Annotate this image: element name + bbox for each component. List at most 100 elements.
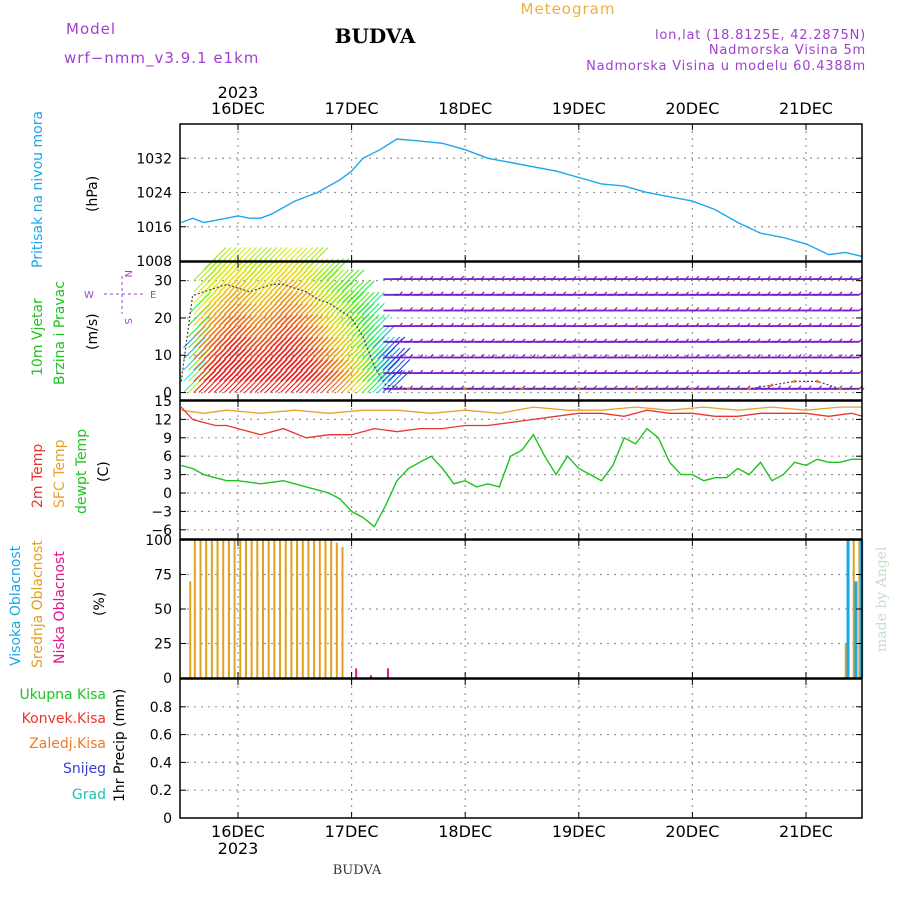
precip-legend-snow: Snijeg	[63, 761, 106, 777]
wind-barb	[280, 291, 303, 315]
wind-barb	[259, 325, 283, 349]
precip-legend-hail: Grad	[72, 787, 106, 803]
wind-barb	[218, 325, 242, 349]
wind-barb	[300, 247, 324, 270]
wind-barb	[203, 347, 227, 371]
cloud-bar	[341, 546, 344, 678]
wind-barb	[229, 314, 252, 337]
wind-barb	[269, 269, 293, 293]
wind-barb	[341, 370, 365, 393]
wind-barb	[315, 325, 339, 349]
cloud-bar	[296, 540, 299, 678]
wind-barb	[351, 280, 375, 304]
wind-barb	[269, 247, 293, 270]
wind-barb	[321, 291, 344, 315]
wind-barb	[259, 303, 283, 326]
wind-barb	[198, 269, 222, 293]
wind-barb	[367, 314, 390, 337]
wind-barb	[229, 370, 252, 393]
wind-barb	[193, 280, 217, 304]
wind-barb	[315, 358, 339, 382]
wind-barb	[341, 314, 365, 337]
wind-barb	[254, 325, 278, 349]
top-day-label: 20DEC	[665, 99, 719, 118]
wind-barb	[367, 325, 390, 349]
wind-barb	[229, 269, 252, 293]
wind-barb	[275, 314, 298, 337]
cloud-bar	[256, 540, 259, 678]
wind-barb	[362, 370, 385, 393]
wind-barb	[264, 247, 288, 270]
wind-barb	[198, 314, 222, 337]
wind-barb	[234, 347, 257, 371]
wind-barb	[264, 314, 288, 337]
wind-barb	[321, 280, 344, 304]
wind-barb	[285, 291, 309, 315]
wind-barb	[336, 325, 360, 349]
y-tick-label: 20	[154, 311, 172, 327]
y-tick-label: 3	[163, 468, 172, 484]
credit-watermark: made by Angel	[874, 546, 890, 652]
wind-barb	[239, 303, 263, 326]
cloud-bar	[284, 540, 287, 678]
wind-barb	[198, 370, 222, 393]
wind-barb	[203, 358, 227, 382]
wind-barb	[198, 291, 222, 315]
wind-barb	[244, 280, 268, 304]
wind-barb	[321, 269, 344, 293]
wind-barb	[285, 280, 309, 304]
wind-barb	[341, 336, 365, 360]
wind-barb	[310, 314, 334, 337]
wind-barb	[203, 269, 227, 293]
y-tick-label: 12	[154, 412, 172, 428]
wind-barb	[269, 303, 293, 326]
wind-barb	[285, 358, 309, 382]
pressure-unit: (hPa)	[85, 176, 101, 212]
wind-barb	[249, 247, 273, 270]
wind-barb	[223, 370, 247, 393]
wind-barb	[387, 347, 411, 371]
bottom-day-label: 17DEC	[325, 822, 379, 841]
wind-barb	[336, 280, 360, 304]
wind-barb	[315, 291, 339, 315]
wind-barb	[290, 336, 314, 360]
wind-barb	[239, 325, 263, 349]
wind-barb	[208, 303, 232, 326]
bottom-year-label: 2023	[218, 839, 259, 858]
cloud-bar	[250, 540, 253, 678]
wind-barb	[234, 303, 257, 326]
wind-barb	[295, 370, 319, 393]
wind-barb	[351, 336, 375, 360]
wind-barb	[362, 291, 385, 315]
wind-barb	[305, 336, 329, 360]
wind-barb	[203, 370, 227, 393]
wind-barb	[326, 336, 349, 360]
wind-barb	[362, 336, 385, 360]
wind-barb	[377, 336, 401, 360]
wind-barb	[331, 370, 355, 393]
wind-barb	[234, 314, 257, 337]
wind-barb	[254, 314, 278, 337]
cloud-bar	[227, 540, 230, 678]
wind-barb	[341, 280, 365, 304]
wind-barb	[249, 303, 273, 326]
cloud-bar	[222, 540, 225, 678]
wind-barb	[188, 325, 211, 349]
wind-barb	[382, 347, 406, 371]
wind-barb	[372, 358, 396, 382]
wind-barb	[336, 314, 360, 337]
wind-title-2: Brzina i Pravac	[52, 281, 68, 385]
temp-title-sfc: SFC Temp	[52, 439, 68, 508]
wind-speed-point	[793, 379, 797, 383]
wind-barb	[223, 280, 247, 304]
wind-unit: (m/s)	[85, 313, 101, 350]
wind-barb	[275, 280, 298, 304]
wind-barb	[254, 370, 278, 393]
wind-barb	[229, 358, 252, 382]
wind-barb	[208, 247, 232, 270]
temp-title-2m: 2m Temp	[30, 444, 46, 508]
wind-barb	[275, 325, 298, 349]
wind-barb	[244, 347, 268, 371]
wind-barb	[300, 280, 324, 304]
wind-barb	[188, 314, 211, 337]
